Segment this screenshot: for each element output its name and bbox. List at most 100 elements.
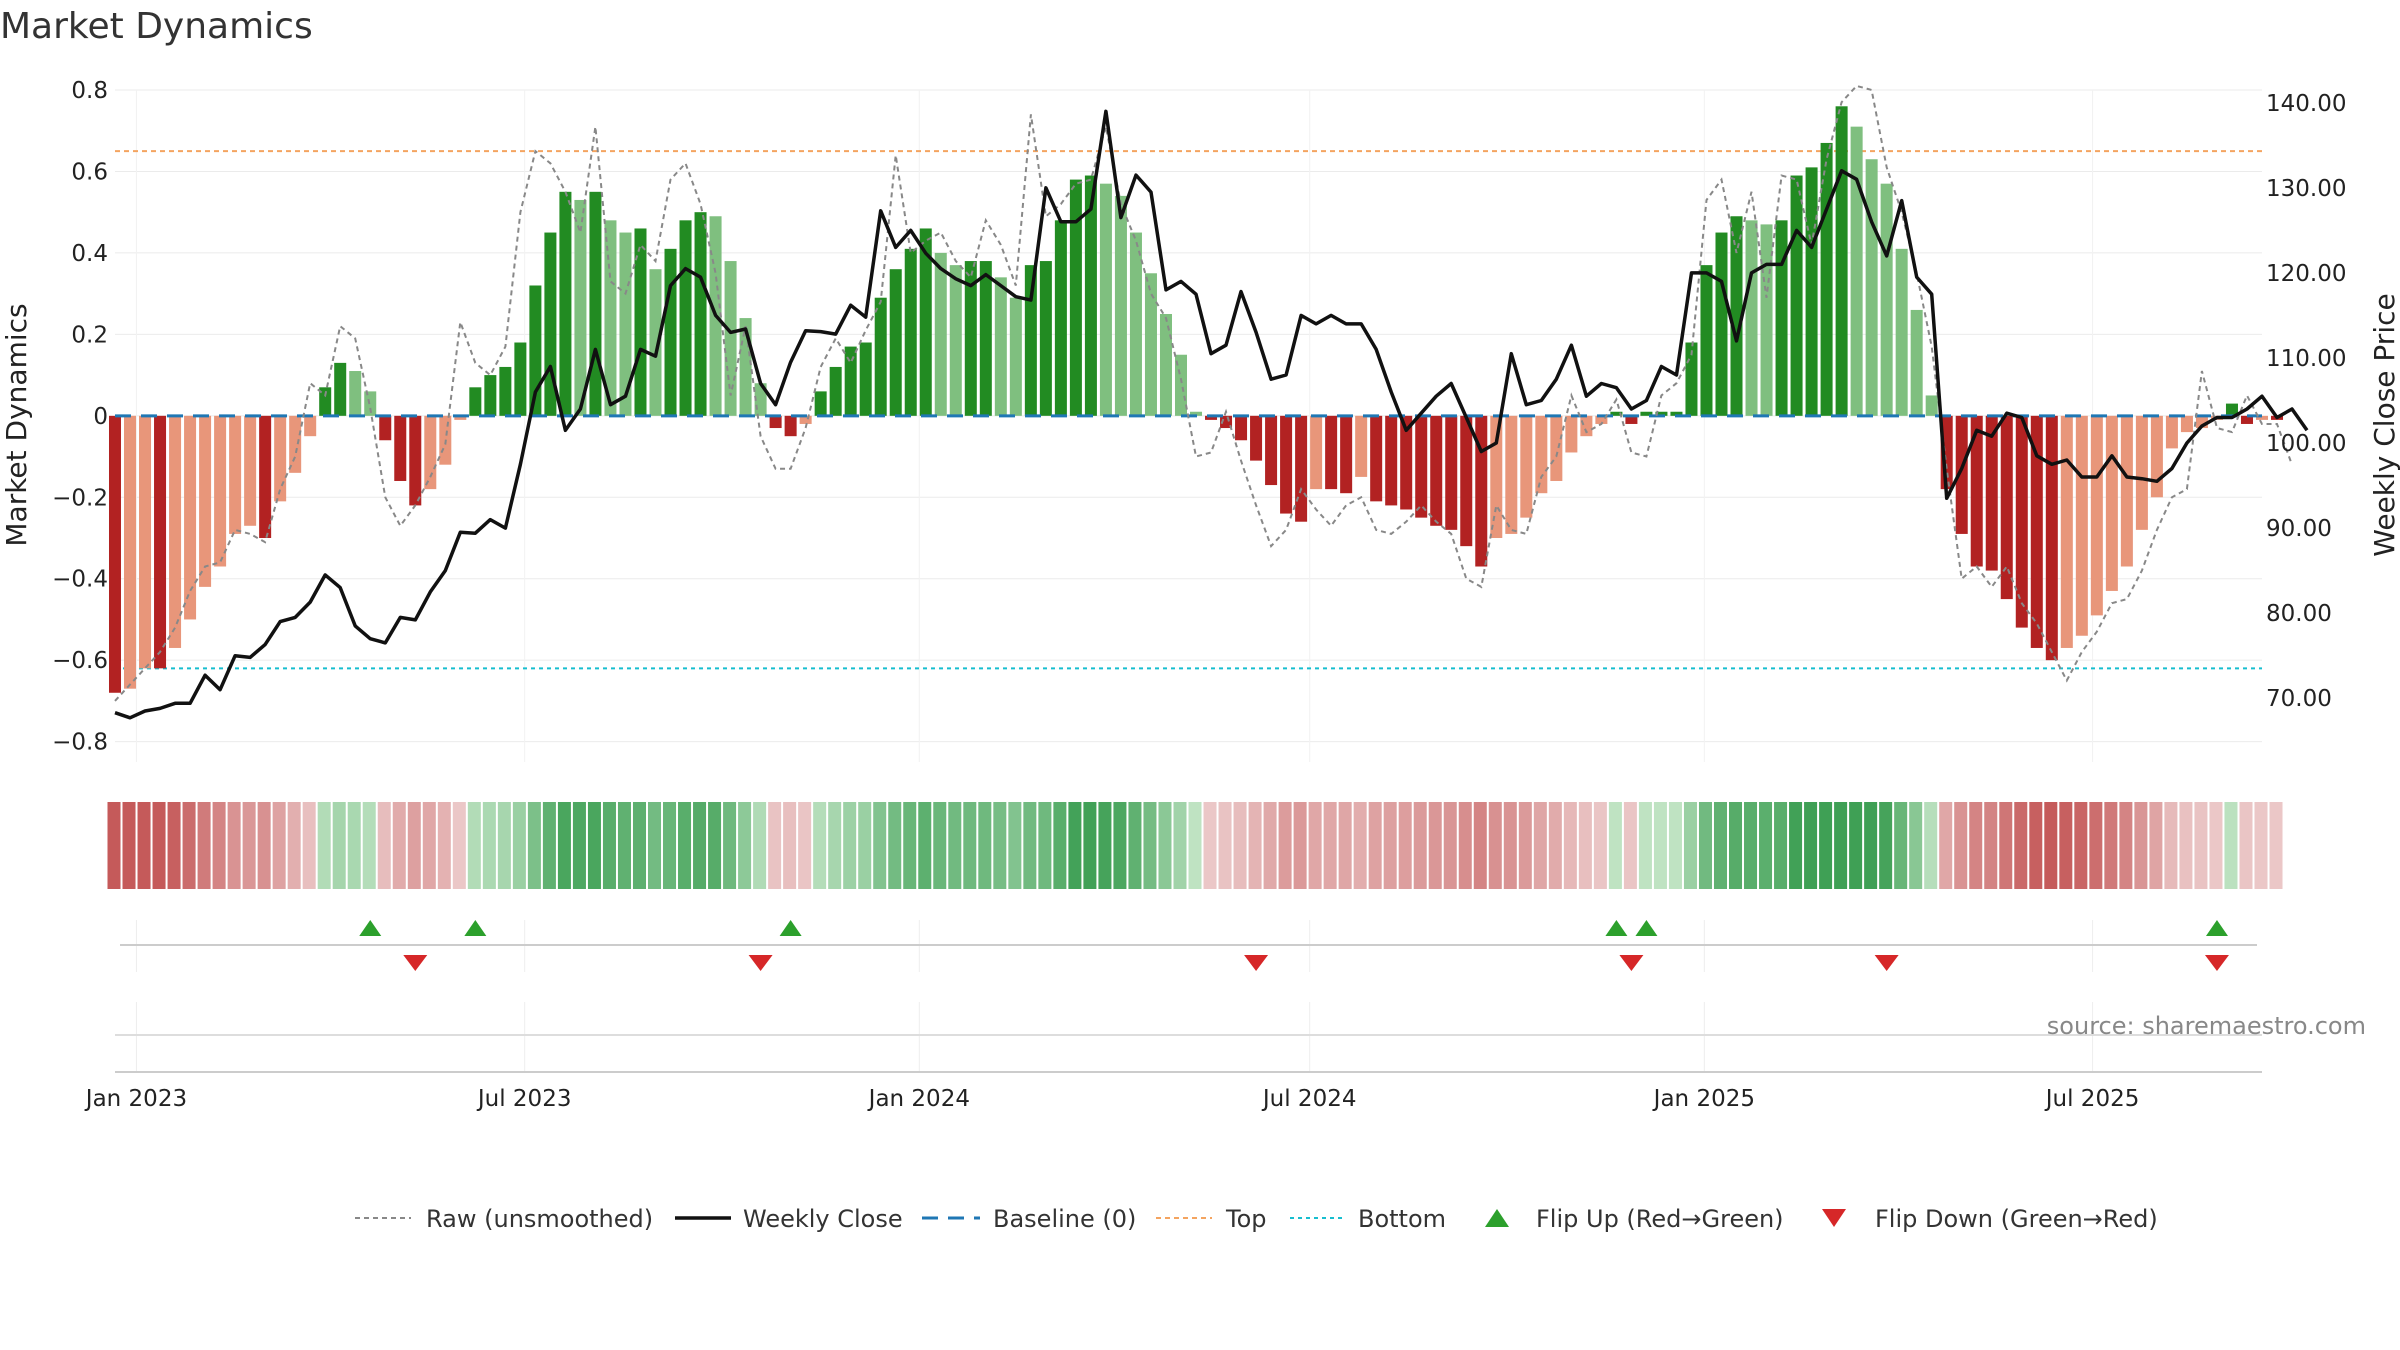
regime-cell-6 <box>197 802 211 889</box>
regime-cell-62 <box>1038 802 1052 889</box>
regime-cell-110 <box>1759 802 1773 889</box>
momentum-bar-102 <box>1640 411 1653 416</box>
momentum-bar-78 <box>1280 415 1293 514</box>
right-tick-label-0: 140.00 <box>2266 91 2346 117</box>
regime-cell-1 <box>122 802 136 889</box>
momentum-bar-21 <box>424 415 437 490</box>
momentum-bar-41 <box>724 261 737 416</box>
legend-item-bottom: Bottom <box>1290 1205 1446 1233</box>
momentum-bar-85 <box>1385 415 1398 506</box>
momentum-bar-115 <box>1835 106 1848 416</box>
momentum-bar-36 <box>649 269 662 416</box>
regime-cell-39 <box>693 802 707 889</box>
right-tick-label-3: 110.00 <box>2266 346 2346 372</box>
momentum-bars <box>108 106 2284 693</box>
momentum-bar-132 <box>2090 415 2103 616</box>
regime-cell-142 <box>2239 802 2253 889</box>
momentum-bar-93 <box>1505 415 1518 534</box>
momentum-bar-16 <box>349 371 362 416</box>
regime-cell-0 <box>107 802 121 889</box>
left-tick-label-7: −0.6 <box>52 648 108 674</box>
regime-cell-124 <box>1969 802 1983 889</box>
momentum-bar-96 <box>1550 415 1563 481</box>
regime-cell-112 <box>1789 802 1803 889</box>
momentum-bar-55 <box>934 252 947 416</box>
momentum-bar-104 <box>1670 411 1683 416</box>
left-tick-label-8: −0.8 <box>52 730 108 756</box>
momentum-bar-103 <box>1655 411 1668 416</box>
momentum-bar-44 <box>769 415 782 429</box>
momentum-bar-48 <box>829 366 842 416</box>
regime-cell-8 <box>227 802 241 889</box>
momentum-bar-63 <box>1054 220 1067 416</box>
legend-label-flip_down: Flip Down (Green→Red) <box>1875 1205 2158 1233</box>
regime-cell-20 <box>407 802 421 889</box>
legend-item-flip_down: Flip Down (Green→Red) <box>1822 1205 2158 1233</box>
regime-cell-141 <box>2224 802 2238 889</box>
momentum-bar-51 <box>874 297 887 416</box>
regime-cell-108 <box>1729 802 1743 889</box>
flip-down-marker-0 <box>403 955 428 971</box>
regime-strip <box>107 802 2283 889</box>
regime-cell-43 <box>753 802 767 889</box>
momentum-bar-61 <box>1024 265 1037 416</box>
regime-cell-120 <box>1909 802 1923 889</box>
regime-cell-4 <box>167 802 181 889</box>
momentum-bar-34 <box>619 232 632 416</box>
regime-cell-70 <box>1158 802 1172 889</box>
regime-cell-76 <box>1248 802 1262 889</box>
momentum-bar-56 <box>949 265 962 416</box>
regime-cell-131 <box>2074 802 2088 889</box>
regime-cell-25 <box>482 802 496 889</box>
regime-cell-88 <box>1428 802 1442 889</box>
momentum-bar-76 <box>1250 415 1263 461</box>
momentum-bar-137 <box>2165 415 2178 449</box>
regime-cell-41 <box>723 802 737 889</box>
flip-markers-panel <box>120 920 2257 972</box>
momentum-bar-94 <box>1520 415 1533 518</box>
momentum-bar-27 <box>514 342 527 416</box>
momentum-bar-9 <box>244 415 257 526</box>
momentum-bar-0 <box>108 415 122 693</box>
x-tick-label-3: Jul 2024 <box>1261 1086 1357 1112</box>
regime-cell-31 <box>572 802 586 889</box>
regime-cell-47 <box>813 802 827 889</box>
momentum-bar-125 <box>1985 415 1998 571</box>
legend: Raw (unsmoothed) Weekly Close Baseline (0)… <box>355 1205 2158 1233</box>
momentum-bar-25 <box>484 375 497 416</box>
momentum-bar-119 <box>1895 248 1908 416</box>
regime-cell-45 <box>783 802 797 889</box>
legend-label-baseline: Baseline (0) <box>993 1205 1136 1233</box>
momentum-bar-8 <box>229 415 242 534</box>
regime-cell-2 <box>137 802 151 889</box>
momentum-bar-131 <box>2075 415 2088 636</box>
regime-cell-100 <box>1608 802 1622 889</box>
regime-cell-114 <box>1819 802 1833 889</box>
close-series <box>114 109 2309 720</box>
regime-cell-132 <box>2089 802 2103 889</box>
momentum-bar-114 <box>1820 142 1833 416</box>
regime-cell-63 <box>1053 802 1067 889</box>
left-tick-label-4: 0 <box>93 404 108 430</box>
momentum-bar-135 <box>2135 415 2148 530</box>
regime-cell-134 <box>2119 802 2133 889</box>
flip-up-marker-3 <box>1605 920 1628 936</box>
regime-cell-133 <box>2104 802 2118 889</box>
momentum-bar-49 <box>844 346 857 416</box>
regime-cell-121 <box>1924 802 1938 889</box>
momentum-bar-3 <box>154 415 167 669</box>
momentum-bar-75 <box>1235 415 1248 441</box>
regime-cell-95 <box>1533 802 1547 889</box>
momentum-bar-120 <box>1910 309 1923 416</box>
regime-cell-9 <box>242 802 256 889</box>
momentum-bar-23 <box>454 415 467 420</box>
regime-cell-15 <box>332 802 346 889</box>
regime-cell-55 <box>933 802 947 889</box>
regime-cell-93 <box>1503 802 1517 889</box>
momentum-bar-111 <box>1775 220 1788 416</box>
regime-cell-67 <box>1113 802 1127 889</box>
left-tick-label-2: 0.4 <box>71 241 108 267</box>
momentum-bar-15 <box>334 362 347 416</box>
regime-cell-26 <box>497 802 511 889</box>
